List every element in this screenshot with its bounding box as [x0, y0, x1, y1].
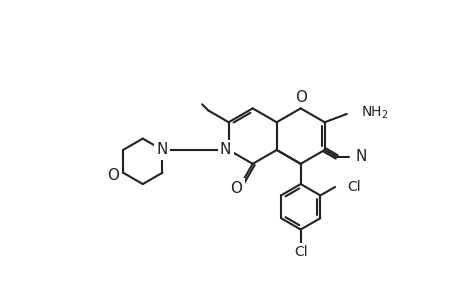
Text: O: O: [107, 167, 119, 182]
Text: NH$_2$: NH$_2$: [360, 104, 387, 121]
Text: O: O: [294, 89, 306, 104]
Text: N: N: [354, 149, 366, 164]
Text: O: O: [230, 181, 242, 196]
Text: Cl: Cl: [347, 180, 360, 194]
Text: N: N: [157, 142, 168, 158]
Text: Cl: Cl: [293, 245, 307, 259]
Text: N: N: [219, 142, 231, 158]
